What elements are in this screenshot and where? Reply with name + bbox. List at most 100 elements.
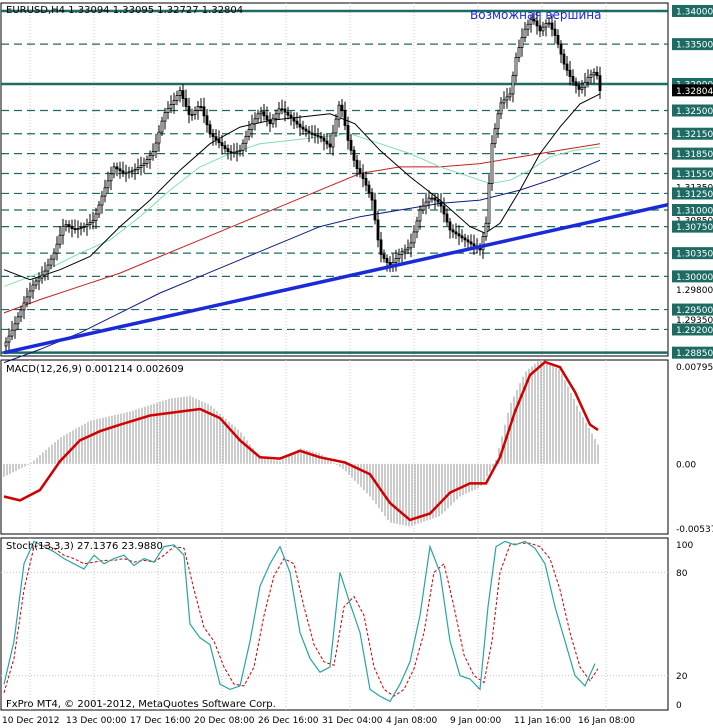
candle-body xyxy=(592,71,596,76)
candle-body xyxy=(226,148,230,153)
ma-slow-line xyxy=(3,143,601,314)
price-tick-box xyxy=(672,346,713,359)
candle-body xyxy=(244,135,248,144)
candle-body xyxy=(376,219,380,241)
candle-body xyxy=(451,229,455,233)
panel-frame xyxy=(0,2,669,357)
candle-body xyxy=(355,159,359,169)
candle-body xyxy=(190,114,194,116)
candle-body xyxy=(517,47,521,58)
candle-body xyxy=(574,81,578,87)
candle-body xyxy=(79,227,83,230)
stochastic-title: Stoch(13,3,3) 27.1376 23.9880 xyxy=(6,541,163,552)
candle-body xyxy=(19,309,23,318)
candle-body xyxy=(430,197,434,200)
copyright-text: FxPro MT4, © 2001-2012, MetaQuotes Softw… xyxy=(6,699,276,710)
candle-body xyxy=(55,243,59,254)
candle-body xyxy=(322,137,326,142)
candle-body xyxy=(247,129,251,137)
price-tick-label: 1.31000 xyxy=(676,207,713,217)
candle-body xyxy=(217,139,221,144)
candle-body xyxy=(130,170,134,173)
candle-body xyxy=(496,113,500,130)
candle-body xyxy=(64,224,68,227)
candle-body xyxy=(556,35,560,45)
candle-body xyxy=(151,151,155,157)
candle-body xyxy=(235,150,239,153)
price-tick-label: 1.32804 xyxy=(676,87,713,97)
candle-body xyxy=(316,134,320,137)
stoch-tick-label: 100 xyxy=(676,541,693,551)
stochastic-panel: 100 80 20 0 xyxy=(0,537,693,711)
candle-body xyxy=(337,104,341,120)
candle-body xyxy=(166,108,170,113)
candle-body xyxy=(187,106,191,115)
candle-body xyxy=(514,57,518,77)
candle-body xyxy=(154,142,158,153)
candle-body xyxy=(565,63,569,71)
candle-body xyxy=(481,236,485,251)
price-tick-label: 1.32500 xyxy=(676,107,713,117)
candle-body xyxy=(211,133,215,138)
candle-body xyxy=(181,90,185,99)
candle-body xyxy=(346,125,350,141)
candle-body xyxy=(214,136,218,141)
chart-title: EURUSD,H4 1.33094 1.33095 1.32727 1.3280… xyxy=(6,5,243,16)
candle-body xyxy=(325,140,329,145)
candle-body xyxy=(457,233,461,237)
candle-body xyxy=(535,20,539,27)
candle-body xyxy=(103,187,107,197)
candle-body xyxy=(289,114,293,119)
candle-body xyxy=(313,133,317,136)
candle-body xyxy=(418,209,422,222)
candle-body xyxy=(502,99,506,104)
price-tick-label: 1.34000 xyxy=(676,7,713,17)
candle-body xyxy=(28,290,32,298)
price-tick-box xyxy=(672,220,713,233)
candle-body xyxy=(253,118,257,125)
candle-body xyxy=(529,18,533,25)
candle-body xyxy=(433,197,437,201)
candle-body xyxy=(4,341,8,347)
candle-body xyxy=(241,142,245,151)
candle-body xyxy=(268,119,272,125)
candle-body xyxy=(463,237,467,241)
candle-body xyxy=(286,111,290,116)
candle-body xyxy=(148,155,152,160)
candle-body xyxy=(34,280,38,286)
candle-body xyxy=(409,242,413,249)
price-tick-label: 1.28850 xyxy=(676,349,713,359)
candle-body xyxy=(25,296,29,304)
candle-body xyxy=(112,166,116,175)
candle-body xyxy=(490,143,494,184)
candle-body xyxy=(295,120,299,125)
stoch-signal-line xyxy=(3,542,599,697)
candle-body xyxy=(412,231,416,244)
candle-body xyxy=(106,180,110,189)
candle-body xyxy=(13,323,17,331)
candle-body xyxy=(223,145,227,150)
price-tick-label: 1.31550 xyxy=(676,170,713,180)
candle-body xyxy=(40,274,44,279)
candle-body xyxy=(445,213,449,223)
time-axis-label: 16 Jan 08:00 xyxy=(578,716,635,726)
price-tick-box xyxy=(672,187,713,200)
price-tick-box xyxy=(672,104,713,117)
candle-body xyxy=(583,81,587,88)
macd-tick-label: 0.00 xyxy=(676,460,696,470)
candle-body xyxy=(598,75,602,91)
candle-body xyxy=(232,151,236,154)
price-tick-box xyxy=(672,204,713,217)
panel-frame xyxy=(0,537,669,711)
price-tick-box xyxy=(672,303,713,316)
candle-body xyxy=(274,113,278,120)
candle-body xyxy=(400,251,404,255)
time-axis-label: 17 Dec 16:00 xyxy=(130,716,191,726)
candle-body xyxy=(127,171,131,174)
candle-body xyxy=(58,234,62,245)
macd-title: MACD(12,26,9) 0.001214 0.002609 xyxy=(6,364,184,375)
candle-body xyxy=(97,204,101,215)
candle-body xyxy=(265,115,269,121)
candle-body xyxy=(283,108,287,113)
